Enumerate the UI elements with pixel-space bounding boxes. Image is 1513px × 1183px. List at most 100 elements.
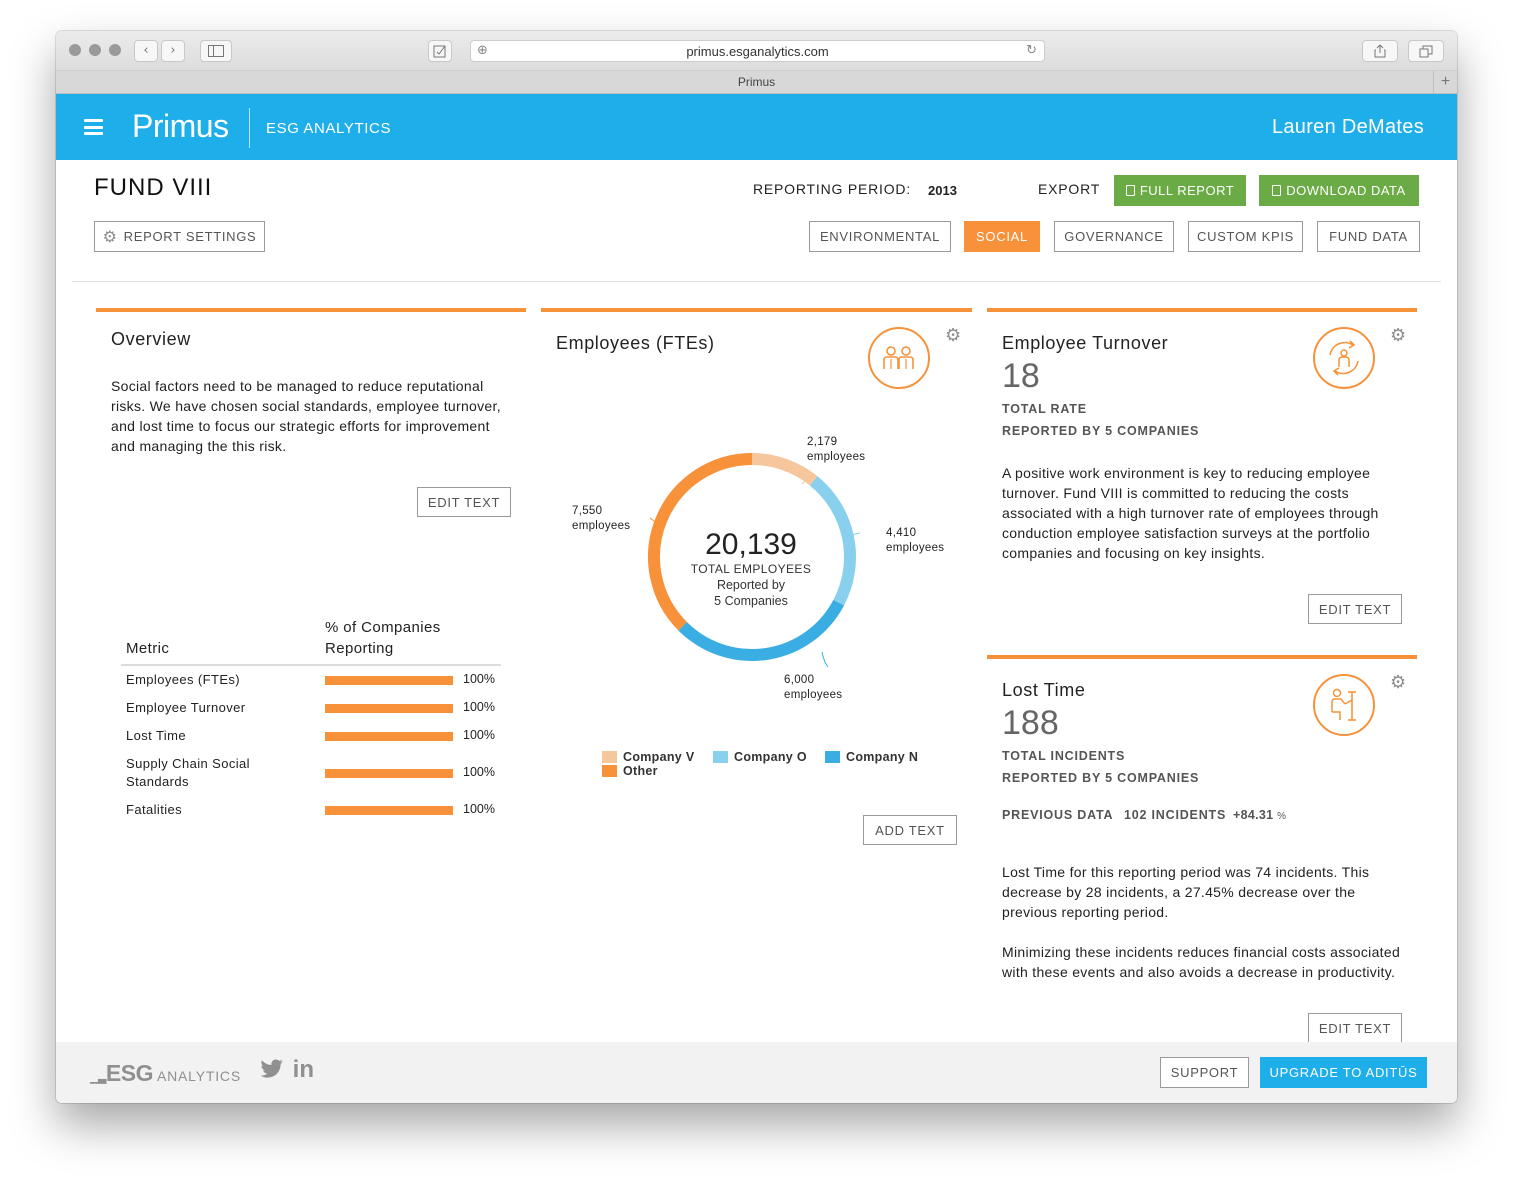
metric-percent: 100% <box>463 728 495 742</box>
report-settings-button[interactable]: ⚙ REPORT SETTINGS <box>94 221 265 252</box>
lost-time-text-2: Minimizing these incidents reduces finan… <box>1002 944 1401 980</box>
legend-swatch <box>602 751 617 763</box>
donut-slice-other <box>648 453 753 631</box>
pct-header-line1: % of Companies <box>325 619 441 636</box>
employees-settings-gear-icon[interactable]: ⚙ <box>945 325 962 346</box>
overview-text: Social factors need to be managed to red… <box>111 378 501 454</box>
metric-progress-bar <box>325 676 453 685</box>
tab-fund-data[interactable]: FUND DATA <box>1317 221 1420 252</box>
lost-time-panel-border <box>987 655 1417 659</box>
slice-value: 4,410 <box>886 527 917 539</box>
lost-time-metric-label: TOTAL INCIDENTS <box>1002 749 1126 763</box>
lost-time-text-1: Lost Time for this reporting period was … <box>1002 864 1370 920</box>
change-value: +84.31 <box>1233 808 1274 822</box>
user-menu[interactable]: Lauren DeMates <box>1271 116 1424 138</box>
legend-swatch <box>602 765 617 777</box>
add-text-button[interactable]: ADD TEXT <box>863 815 957 845</box>
turnover-title: Employee Turnover <box>1002 333 1169 353</box>
address-bar[interactable]: ⊕ primus.esganalytics.com ↻ <box>470 40 1045 62</box>
employees-panel-border <box>541 308 972 312</box>
hamburger-menu-icon[interactable] <box>84 119 103 135</box>
share-button[interactable] <box>1362 40 1398 62</box>
download-data-label: DOWNLOAD DATA <box>1286 183 1406 198</box>
turnover-value: 18 <box>1002 357 1040 395</box>
overview-edit-text-button[interactable]: EDIT TEXT <box>417 487 511 517</box>
add-tab-icon[interactable]: ⊕ <box>477 43 488 58</box>
legend-swatch <box>713 751 728 763</box>
tab-custom-kpis[interactable]: CUSTOM KPIS <box>1188 221 1303 252</box>
legend-label: Company O <box>734 750 807 764</box>
bars-icon: ▁▃ <box>90 1072 106 1084</box>
tab-social[interactable]: SOCIAL <box>964 221 1040 252</box>
new-tab-button[interactable]: + <box>1433 71 1457 94</box>
tabs-overview-button[interactable] <box>1408 40 1444 62</box>
url-text: primus.esganalytics.com <box>686 44 829 59</box>
footer-esg-logo[interactable]: ▁▃ESG ANALYTICS <box>90 1060 241 1087</box>
full-report-label: FULL REPORT <box>1139 183 1235 198</box>
upgrade-button[interactable]: UPGRADE TO ADITŪS <box>1260 1057 1427 1088</box>
sidebar-toggle-button[interactable] <box>200 40 232 62</box>
download-data-button[interactable]: DOWNLOAD DATA <box>1259 175 1419 206</box>
turnover-settings-gear-icon[interactable]: ⚙ <box>1390 325 1407 346</box>
slice-leader-line <box>801 472 815 485</box>
tab-environmental[interactable]: ENVIRONMENTAL <box>809 221 951 252</box>
previous-data-value: 102 INCIDENTS <box>1124 808 1227 822</box>
footer-logo-light: ANALYTICS <box>157 1068 241 1084</box>
slice-unit: employees <box>572 520 631 532</box>
reader-button[interactable] <box>428 40 452 62</box>
change-unit: % <box>1277 811 1287 822</box>
slice-label-company-o: 4,410 employees <box>886 526 944 556</box>
slice-leader-line <box>821 651 829 668</box>
lost-time-settings-gear-icon[interactable]: ⚙ <box>1390 672 1407 693</box>
tab-bar: Primus + <box>56 71 1457 94</box>
pct-column-header: % of Companies Reporting <box>325 617 441 659</box>
linkedin-icon[interactable]: in <box>292 1056 314 1083</box>
turnover-reported-by: REPORTED BY 5 COMPANIES <box>1002 424 1200 438</box>
tab-governance[interactable]: GOVERNANCE <box>1054 221 1174 252</box>
reload-icon[interactable]: ↻ <box>1026 43 1037 58</box>
close-window-button[interactable] <box>69 44 81 56</box>
brand-subtitle: ESG ANALYTICS <box>266 120 392 137</box>
lost-time-edit-text-button[interactable]: EDIT TEXT <box>1308 1013 1402 1043</box>
overview-title: Overview <box>111 329 191 349</box>
lost-time-value: 188 <box>1002 704 1059 742</box>
metric-label: Employee Turnover <box>126 700 246 715</box>
previous-data-label: PREVIOUS DATA <box>1002 808 1114 822</box>
footer-logo-bold: ESG <box>105 1060 154 1086</box>
slice-unit: employees <box>784 689 843 701</box>
reporting-period-select[interactable]: 2013 <box>928 183 957 198</box>
slice-unit: employees <box>886 542 945 554</box>
lost-time-title: Lost Time <box>1002 680 1086 700</box>
notes-icon <box>433 45 446 58</box>
slice-label-company-v: 2,179 employees <box>807 435 865 465</box>
metric-percent: 100% <box>463 672 495 686</box>
forward-button[interactable]: › <box>161 40 185 62</box>
slice-unit: employees <box>807 451 866 463</box>
total-employees-number: 20,139 <box>705 528 797 561</box>
legend-company-n: Company N <box>825 750 918 764</box>
minimize-window-button[interactable] <box>89 44 101 56</box>
turnover-cycle-icon <box>1313 327 1375 389</box>
full-report-button[interactable]: FULL REPORT <box>1114 175 1246 206</box>
donut-slice-company-n <box>678 599 845 661</box>
legend-company-o: Company O <box>713 750 807 764</box>
tabs-icon <box>1419 45 1433 58</box>
turnover-metric-label: TOTAL RATE <box>1002 402 1087 416</box>
slice-leader-line <box>845 532 861 538</box>
browser-window: ‹ › ⊕ primus.esganalytics.com ↻ Primus +… <box>56 31 1457 1103</box>
browser-tab[interactable]: Primus <box>737 75 776 89</box>
brand-logo[interactable]: Primus <box>132 108 229 144</box>
page-title: FUND VIII <box>94 174 213 201</box>
metric-progress-bar <box>325 806 453 815</box>
employees-title: Employees (FTEs) <box>556 333 715 353</box>
metric-percent: 100% <box>463 802 495 816</box>
turnover-edit-text-button[interactable]: EDIT TEXT <box>1308 594 1402 624</box>
twitter-icon[interactable] <box>260 1059 284 1079</box>
zoom-window-button[interactable] <box>109 44 121 56</box>
export-label: EXPORT <box>1038 181 1101 197</box>
company-count-label: 5 Companies <box>714 594 788 608</box>
back-button[interactable]: ‹ <box>134 40 158 62</box>
footer-social-links: in <box>260 1056 314 1084</box>
support-button[interactable]: SUPPORT <box>1160 1057 1249 1088</box>
metric-label: Supply Chain Social Standards <box>126 755 250 791</box>
